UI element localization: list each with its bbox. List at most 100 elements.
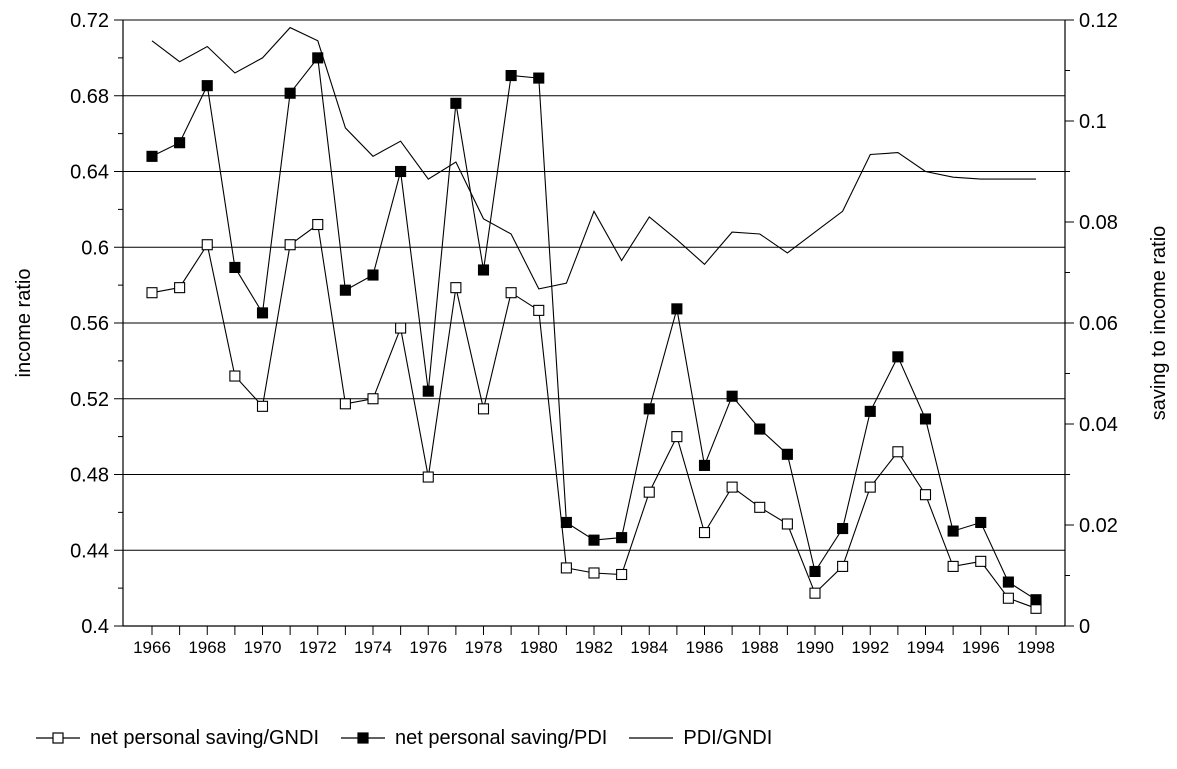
data-point-0: [533, 304, 545, 316]
x-tick-label: 1990: [796, 638, 834, 657]
x-tick-label: 1982: [575, 638, 613, 657]
data-point-1: [864, 405, 876, 417]
legend-item-pdi-gndi: PDI/GNDI: [629, 727, 772, 750]
data-point-0: [671, 431, 683, 443]
data-point-0: [229, 370, 241, 382]
data-point-0: [726, 481, 738, 493]
data-point-1: [588, 534, 600, 546]
legend-item-pdi: net personal saving/PDI: [341, 727, 607, 750]
data-point-1: [671, 303, 683, 315]
data-point-0: [201, 239, 213, 251]
x-tick-label: 1996: [962, 638, 1000, 657]
x-tick-label: 1966: [133, 638, 171, 657]
data-point-0: [339, 398, 351, 410]
data-point-1: [1030, 594, 1042, 606]
x-tick-label: 1974: [354, 638, 392, 657]
data-point-1: [698, 459, 711, 471]
data-point-1: [1002, 576, 1014, 588]
x-tick-label: 1976: [409, 638, 447, 657]
data-point-1: [395, 165, 407, 178]
data-point-1: [201, 80, 213, 92]
data-point-0: [312, 218, 324, 231]
left-tick-label: 0.56: [70, 313, 109, 335]
right-tick-label: 0.12: [1079, 10, 1118, 32]
series-line-1: [151, 56, 1037, 601]
data-point-0: [1002, 592, 1014, 604]
data-point-1: [256, 307, 269, 319]
right-tick-label: 0.08: [1079, 212, 1118, 234]
data-point-0: [367, 393, 379, 405]
legend-swatch-plain-line: [629, 737, 674, 739]
data-point-0: [395, 322, 407, 334]
data-point-1: [174, 137, 186, 149]
right-tick-label: 0.04: [1079, 414, 1118, 436]
data-point-1: [947, 525, 959, 537]
line-chart: 0.4 0.44 0.48 0.52 0.56 0.6 0.64 0.68 0.72 0 0.02 0…: [13, 10, 1170, 657]
data-point-0: [588, 567, 600, 579]
data-point-1: [505, 70, 517, 82]
axis-labels: 0.4 0.44 0.48 0.52 0.56 0.6 0.64 0.68 0.72 0 0.02 0…: [13, 10, 1170, 657]
data-point-1: [560, 516, 572, 529]
left-tick-label: 0.72: [70, 10, 109, 32]
data-point-1: [339, 284, 351, 296]
x-tick-label: 1998: [1017, 638, 1055, 657]
x-tick-label: 1972: [299, 638, 337, 657]
legend-label-gndi: net personal saving/GNDI: [90, 726, 320, 749]
data-point-1: [781, 448, 793, 460]
left-tick-label: 0.64: [70, 162, 109, 184]
x-tick-label: 1968: [188, 638, 226, 657]
legend-label-pdi: net personal saving/PDI: [395, 726, 608, 749]
x-tick-label: 1978: [465, 638, 503, 657]
left-tick-label: 0.48: [70, 465, 109, 487]
left-tick-label: 0.68: [70, 86, 109, 108]
series-line-2: [151, 26, 1036, 290]
left-tick-label: 0.4: [81, 616, 109, 638]
data-point-1: [616, 532, 628, 544]
data-point-1: [533, 72, 545, 84]
data-point-0: [616, 568, 628, 581]
x-tick-label: 1994: [907, 638, 945, 657]
left-tick-label: 0.6: [81, 237, 109, 259]
right-tick-label: 0: [1079, 616, 1090, 638]
x-tick-label: 1992: [851, 638, 889, 657]
right-tick-label: 0.1: [1079, 111, 1107, 133]
data-point-0: [450, 282, 462, 294]
data-point-0: [892, 446, 904, 458]
legend-label-pdi-gndi: PDI/GNDI: [683, 726, 773, 749]
data-point-1: [837, 522, 849, 535]
data-point-0: [698, 527, 711, 539]
x-tick-label: 1984: [630, 638, 668, 657]
data-point-1: [892, 351, 904, 363]
data-point-1: [975, 516, 987, 529]
data-point-0: [864, 481, 876, 493]
right-tick-label: 0.06: [1079, 313, 1118, 335]
left-tick-label: 0.52: [70, 389, 109, 411]
right-tick-label: 0.02: [1079, 515, 1118, 537]
data-point-0: [919, 489, 932, 501]
legend-swatch-open-square: [36, 732, 80, 744]
legend-swatch-filled-square: [341, 732, 386, 744]
data-point-0: [256, 400, 269, 412]
right-axis-title: saving to income ratio: [1148, 226, 1170, 421]
data-point-1: [284, 87, 296, 99]
x-tick-label: 1970: [244, 638, 282, 657]
data-point-0: [809, 587, 821, 599]
x-tick-label: 1988: [741, 638, 779, 657]
data-point-1: [422, 385, 434, 397]
left-axis-title: income ratio: [13, 269, 35, 378]
data-point-1: [726, 390, 738, 402]
data-point-0: [754, 501, 766, 513]
data-point-1: [367, 269, 379, 281]
data-point-0: [146, 287, 158, 299]
data-point-0: [422, 471, 434, 483]
legend-item-gndi: net personal saving/GNDI: [36, 727, 319, 750]
x-tick-label: 1980: [520, 638, 558, 657]
data-point-0: [477, 403, 490, 415]
data-point-1: [643, 403, 655, 415]
data-point-0: [174, 282, 186, 294]
data-point-0: [560, 562, 572, 574]
data-point-1: [754, 423, 766, 435]
axes: [114, 19, 1074, 635]
data-point-0: [975, 555, 987, 567]
data-point-0: [643, 486, 655, 498]
